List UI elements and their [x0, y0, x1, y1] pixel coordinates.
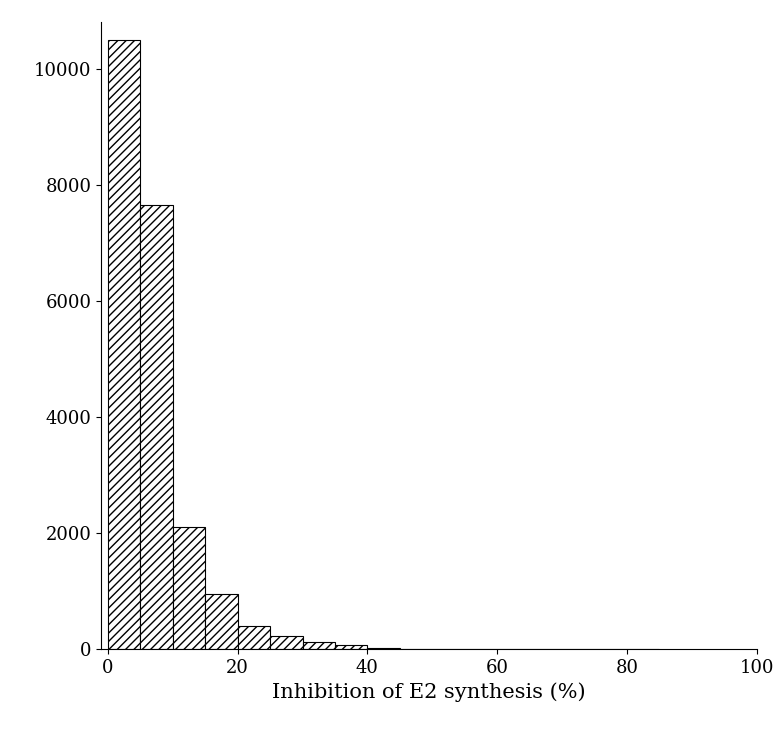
Bar [205, 594, 238, 649]
Bar [270, 636, 303, 649]
Bar [140, 205, 172, 649]
Bar [172, 528, 205, 649]
Bar [238, 627, 270, 649]
Bar [108, 40, 140, 649]
Bar [335, 645, 367, 649]
X-axis label: Inhibition of E2 synthesis (%): Inhibition of E2 synthesis (%) [272, 683, 586, 703]
Bar [367, 648, 400, 649]
Bar [303, 643, 335, 649]
